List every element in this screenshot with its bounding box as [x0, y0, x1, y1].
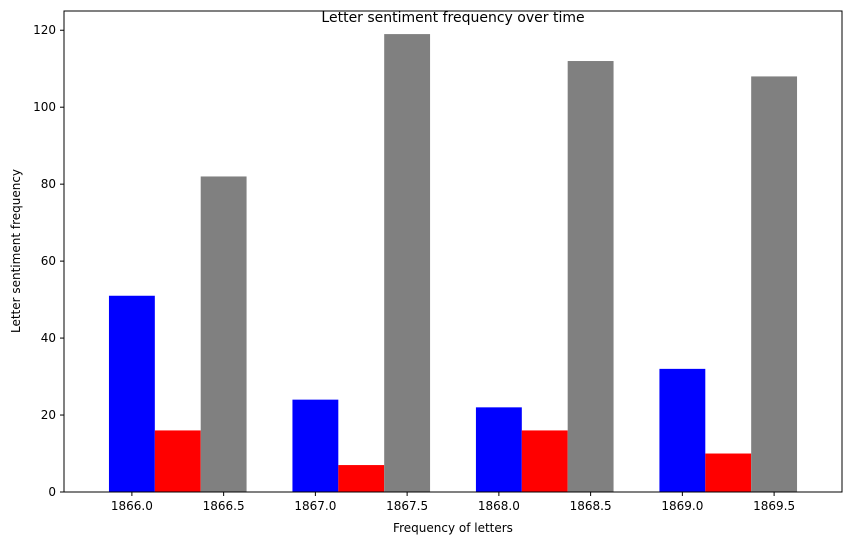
x-axis-label: Frequency of letters	[393, 521, 513, 535]
y-tick-label: 40	[41, 331, 56, 345]
x-tick-label: 1866.5	[203, 499, 245, 513]
y-tick-label: 0	[48, 485, 56, 499]
x-tick-label: 1869.5	[753, 499, 795, 513]
x-tick-label: 1866.0	[111, 499, 153, 513]
plot-frame	[63, 10, 843, 493]
bar-series2-1868	[521, 430, 568, 492]
x-tick-label: 1869.0	[661, 499, 703, 513]
x-ticks: 1866.0 1866.5 1867.0 1867.5 1868.0 1868.5 1869…	[111, 492, 795, 513]
y-ticks: 0 20 40 60 80 100 120	[33, 23, 64, 499]
x-tick-label: 1868.0	[478, 499, 520, 513]
bar-series2-1867	[338, 465, 385, 492]
y-tick-label: 20	[41, 408, 56, 422]
bar-series1-1866	[108, 295, 155, 492]
y-tick-label: 100	[33, 100, 56, 114]
bar-series1-1867	[292, 399, 339, 492]
chart-title: Letter sentiment frequency over time	[321, 10, 584, 26]
bar-series3-1868	[567, 61, 614, 493]
bar-series3-1869	[751, 76, 798, 492]
y-tick-label: 80	[41, 177, 56, 191]
x-tick-label: 1867.5	[386, 499, 428, 513]
x-tick-label: 1868.5	[570, 499, 612, 513]
bar-series1-1869	[659, 368, 706, 492]
bar-series3-1866	[200, 176, 247, 493]
y-tick-label: 60	[41, 254, 56, 268]
bar-series3-1867	[384, 34, 431, 492]
x-tick-label: 1867.0	[294, 499, 336, 513]
y-axis-label: Letter sentiment frequency	[9, 169, 23, 333]
bar-series1-1868	[475, 407, 522, 492]
bar-series2-1866	[154, 430, 201, 492]
y-tick-label: 120	[33, 23, 56, 37]
bars	[108, 34, 798, 493]
bar-series2-1869	[705, 453, 752, 492]
